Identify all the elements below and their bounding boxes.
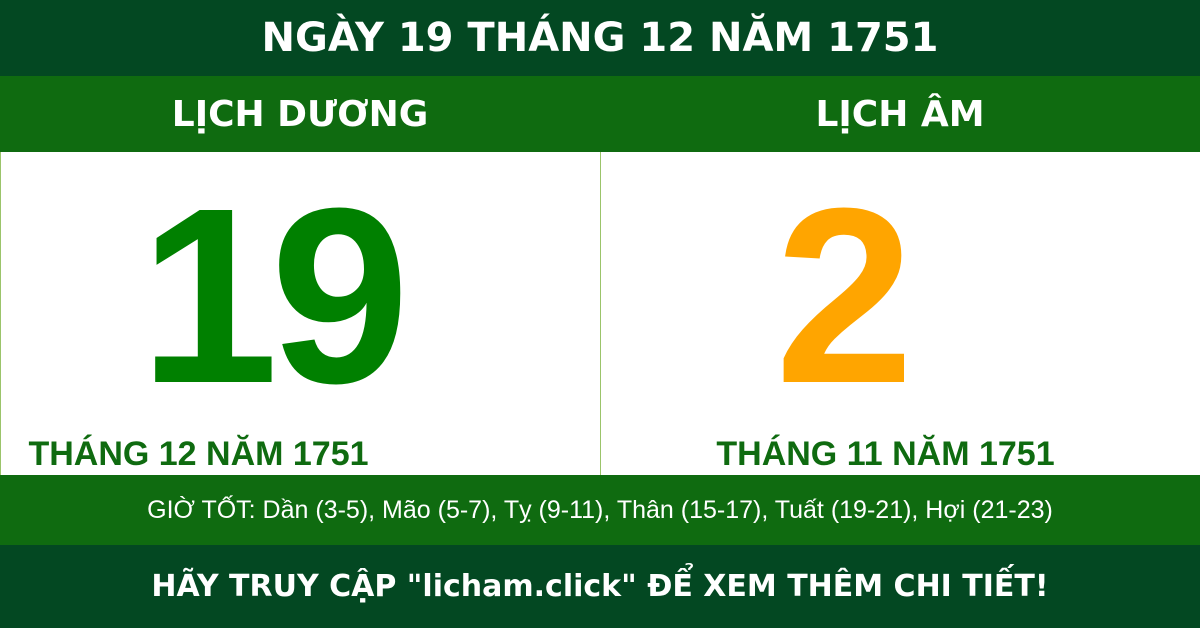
solar-month-year: THÁNG 12 NĂM 1751	[28, 435, 369, 473]
calendar-headings: LỊCH DƯƠNG LỊCH ÂM	[0, 76, 1200, 152]
lunar-panel: 2 THÁNG 11 NĂM 1751	[600, 152, 1200, 475]
lunar-day: 2	[774, 156, 914, 435]
lunar-month-year: THÁNG 11 NĂM 1751	[716, 435, 1055, 473]
solar-panel: 19 THÁNG 12 NĂM 1751	[0, 152, 600, 475]
lunar-heading: LỊCH ÂM	[815, 93, 985, 135]
solar-day: 19	[139, 156, 409, 435]
solar-heading: LỊCH DƯƠNG	[171, 93, 429, 135]
footer-cta: HÃY TRUY CẬP "licham.click" ĐỂ XEM THÊM …	[0, 545, 1200, 628]
page-title: NGÀY 19 THÁNG 12 NĂM 1751	[0, 0, 1200, 76]
good-hours: GIỜ TỐT: Dần (3-5), Mão (5-7), Tỵ (9-11)…	[0, 475, 1200, 545]
